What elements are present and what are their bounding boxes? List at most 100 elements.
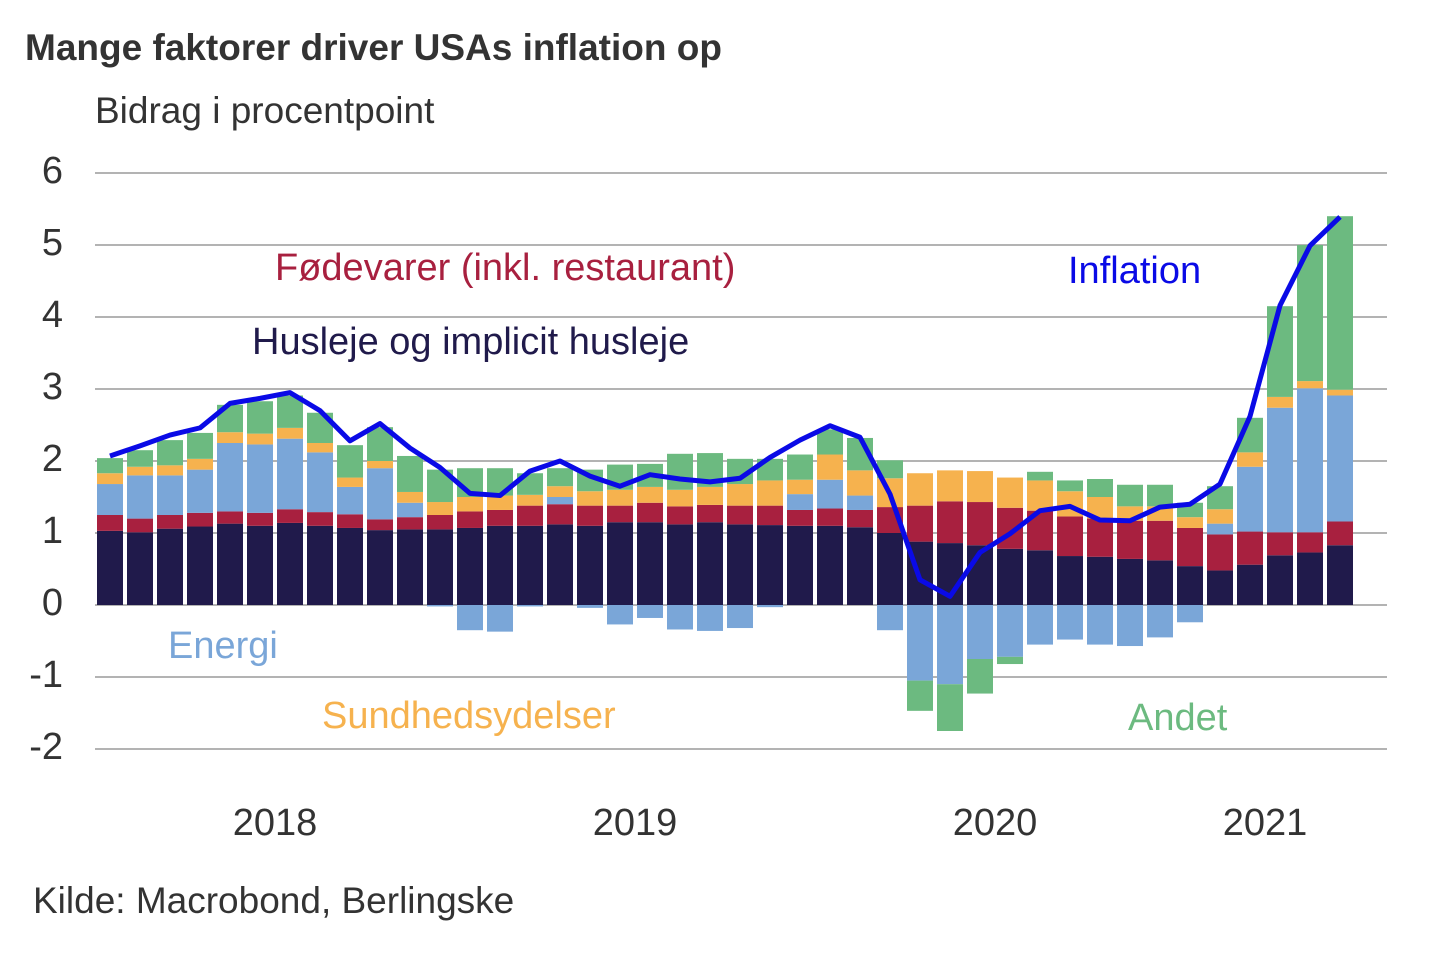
bar-segment — [217, 443, 243, 512]
bar-segment — [157, 440, 183, 466]
bar-segment — [607, 522, 633, 605]
bar-segment — [217, 432, 243, 443]
bar-segment — [1147, 484, 1173, 507]
bar-segment — [1267, 407, 1293, 533]
bar-segment — [1147, 560, 1173, 605]
bar-segment — [937, 605, 963, 685]
y-tick-label: 4 — [42, 294, 63, 336]
x-tick-label: 2020 — [953, 802, 1038, 844]
y-tick-label: 0 — [42, 582, 63, 624]
bar-segment — [1177, 527, 1203, 567]
bar-segment — [907, 505, 933, 542]
bar-segment — [1267, 396, 1293, 408]
bar-segment — [1327, 216, 1353, 390]
bar-segment — [427, 515, 453, 530]
bar-segment — [637, 522, 663, 605]
bar-segment — [217, 511, 243, 524]
bar-segment — [547, 504, 573, 525]
bar-segment — [457, 511, 483, 528]
bar-segment — [967, 502, 993, 546]
bar-segment — [187, 458, 213, 470]
bar-segment — [97, 530, 123, 605]
bar-segment — [997, 548, 1023, 605]
bar-segment — [1087, 497, 1113, 519]
bar-segment — [667, 605, 693, 630]
bar-segment — [397, 517, 423, 530]
bar-segment — [547, 486, 573, 497]
bar-segment — [997, 656, 1023, 665]
bar-segment — [1297, 381, 1323, 389]
bar-segment — [1267, 306, 1293, 397]
bar-segment — [1087, 556, 1113, 605]
bar-segment — [1237, 452, 1263, 467]
bar-segment — [1177, 566, 1203, 605]
bar-segment — [787, 479, 813, 495]
bar-segment — [967, 605, 993, 659]
bar-segment — [247, 401, 273, 434]
bar-segment — [967, 471, 993, 503]
bar-segment — [787, 525, 813, 605]
bar-segment — [757, 505, 783, 526]
bar-segment — [337, 477, 363, 487]
bar-segment — [547, 468, 573, 487]
bar-segment — [1117, 605, 1143, 647]
bar-segment — [1027, 471, 1053, 481]
bar-segment — [187, 469, 213, 513]
bar-segment — [667, 453, 693, 490]
bar-segment — [157, 528, 183, 605]
bar-segment — [247, 525, 273, 605]
bar-segment — [217, 523, 243, 605]
bar-segment — [1327, 395, 1353, 522]
bar-segment — [427, 605, 453, 607]
bar-segment — [127, 518, 153, 533]
bar-segment — [1237, 564, 1263, 605]
bar-segment — [817, 479, 843, 509]
bar-segment — [997, 605, 1023, 657]
bar-segment — [697, 522, 723, 605]
bar-segment — [277, 509, 303, 523]
bar-segment — [247, 512, 273, 526]
bar-segment — [397, 529, 423, 605]
bar-segment — [1117, 558, 1143, 605]
bar-segment — [397, 491, 423, 503]
bar-segment — [1207, 509, 1233, 524]
bar-segment — [277, 395, 303, 428]
bar-segment — [1267, 555, 1293, 605]
bar-segment — [517, 605, 543, 607]
series-label: Sundhedsydelser — [322, 695, 616, 737]
bar-segment — [367, 519, 393, 531]
bar-segment — [1087, 479, 1113, 497]
bar-segment — [427, 529, 453, 605]
y-tick-label: 3 — [42, 366, 63, 408]
bar-segment — [877, 460, 903, 479]
bar-segment — [1207, 523, 1233, 535]
series-label: Inflation — [1068, 250, 1201, 292]
bar-segment — [1177, 517, 1203, 528]
bar-segment — [1327, 545, 1353, 605]
bar-segment — [277, 522, 303, 605]
bar-segment — [967, 659, 993, 694]
bar-segment — [877, 533, 903, 605]
bar-segment — [727, 524, 753, 605]
bar-segment — [1057, 516, 1083, 557]
bar-segment — [337, 527, 363, 605]
chart-subtitle: Bidrag i procentpoint — [95, 90, 435, 131]
bar-segment — [667, 489, 693, 507]
bar-segment — [1297, 552, 1323, 605]
bar-segment — [937, 684, 963, 731]
bar-segment — [1147, 605, 1173, 638]
bar-segment — [697, 605, 723, 631]
bar-segment — [817, 508, 843, 526]
bar-segment — [1297, 532, 1323, 553]
bar-segment — [1207, 534, 1233, 571]
bar-segment — [1327, 521, 1353, 546]
bar-segment — [337, 445, 363, 478]
bar-segment — [607, 489, 633, 506]
x-tick-label: 2018 — [233, 802, 318, 844]
bar-segment — [1117, 520, 1143, 559]
inflation-line — [109, 215, 1342, 599]
bar-segment — [757, 525, 783, 605]
bar-segment — [187, 526, 213, 605]
bar-segment — [277, 427, 303, 439]
